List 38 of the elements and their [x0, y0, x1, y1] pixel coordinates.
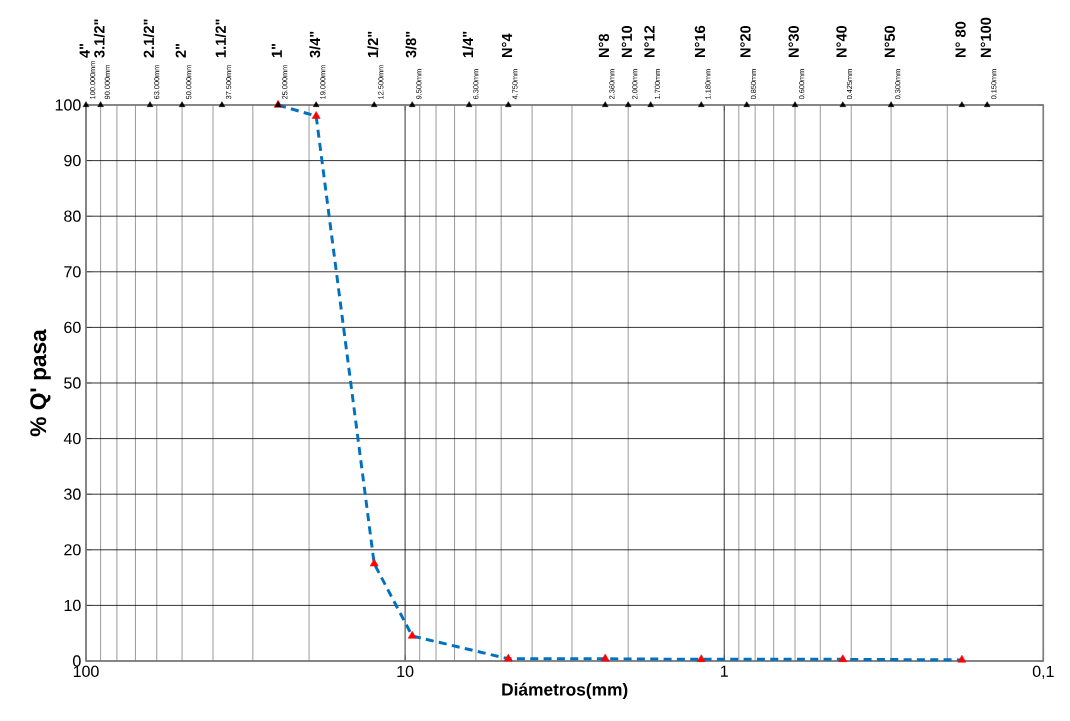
- text: 4": [79, 43, 90, 58]
- y-tick-label: 100: [55, 99, 81, 111]
- text: 3/4": [309, 31, 321, 58]
- text: N°4: [501, 33, 513, 58]
- text: 3/8": [405, 31, 417, 58]
- y-tick-label: 10: [64, 599, 81, 612]
- text: 1/4": [462, 31, 474, 58]
- text: N°100: [980, 17, 992, 58]
- text: N°30: [788, 25, 799, 58]
- text: N°12: [644, 25, 655, 58]
- x-tick-label: 10: [397, 665, 414, 678]
- y-tick-label: 60: [64, 321, 81, 334]
- text: N°20: [740, 25, 751, 58]
- x-tick-label: 100: [73, 665, 99, 678]
- y-tick-label: 50: [64, 377, 81, 389]
- y-tick-label: 90: [64, 154, 81, 167]
- text: N°8: [598, 33, 610, 58]
- x-tick-label: 0,1: [1032, 665, 1054, 679]
- text: 3.1/2": [93, 19, 105, 58]
- y-axis-title: % Q' pasa: [30, 329, 51, 437]
- y-tick-label: 70: [64, 266, 81, 278]
- y-tick-label: 20: [64, 544, 81, 556]
- x-axis-title: Diámetros(mm): [502, 682, 628, 700]
- text: 2": [175, 43, 186, 58]
- y-tick-label: 30: [64, 488, 81, 500]
- text: N°16: [694, 25, 706, 58]
- y-tick-label: 0: [73, 655, 81, 667]
- text: N°50: [884, 25, 895, 58]
- x-tick-label: 1: [720, 665, 728, 677]
- y-tick-label: 80: [64, 210, 81, 222]
- text: 2.1/2": [143, 19, 155, 58]
- text: 1": [271, 43, 282, 58]
- text: N° 80: [955, 21, 966, 58]
- y-tick-label: 40: [63, 432, 81, 445]
- text: 1.1/2": [215, 19, 227, 58]
- text: N°10: [621, 25, 633, 58]
- text: N°40: [836, 25, 847, 58]
- text: 1/2": [367, 31, 379, 58]
